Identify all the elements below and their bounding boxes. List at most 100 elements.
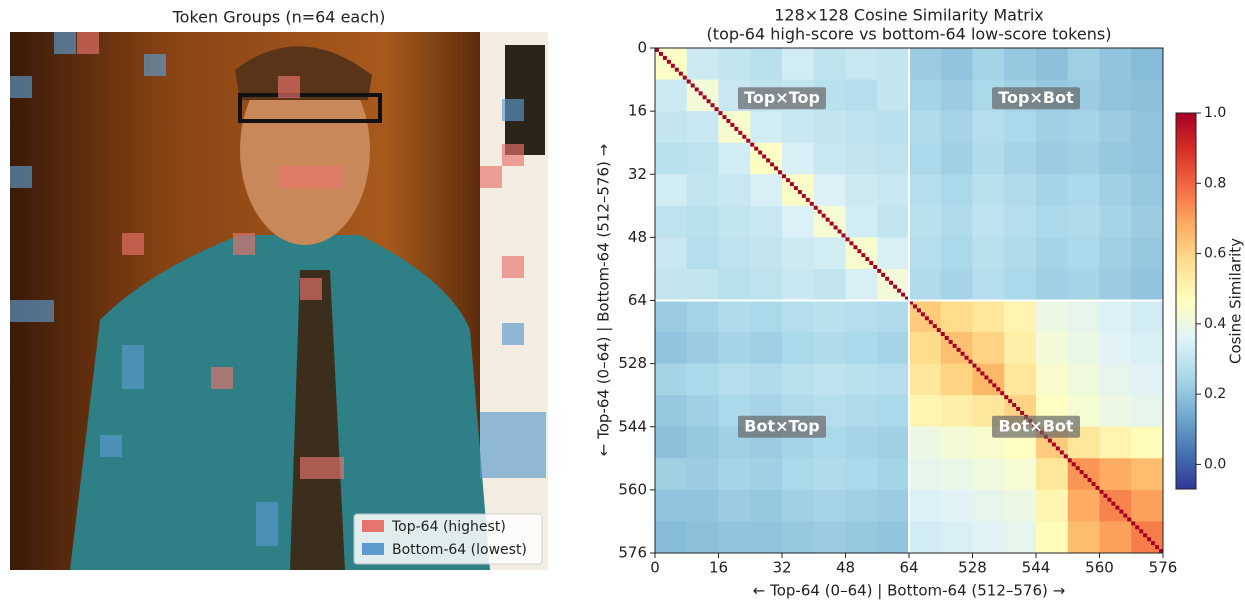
heatmap-cell — [655, 332, 687, 364]
diagonal-cell — [1052, 443, 1056, 447]
heatmap-cell — [877, 521, 909, 553]
diagonal-cell — [679, 72, 683, 76]
heatmap-cell — [941, 111, 973, 143]
heatmap-cell — [1100, 111, 1132, 143]
heatmap-cell — [877, 206, 909, 238]
diagonal-cell — [933, 324, 937, 328]
heatmap-cell — [814, 143, 846, 175]
y-tick-label: 48 — [628, 228, 647, 246]
diagonal-cell — [810, 202, 814, 206]
heatmap-cell — [909, 206, 941, 238]
x-tick-label: 0 — [650, 559, 660, 577]
diagonal-cell — [778, 170, 782, 174]
legend: Top-64 (highest) Bottom-64 (lowest) — [354, 514, 542, 564]
diagonal-cell — [1072, 462, 1076, 466]
page: Token Groups (n=64 each) Top-64 (highest… — [0, 0, 1245, 600]
heatmap-cell — [814, 332, 846, 364]
heatmap-cell — [846, 111, 878, 143]
heatmap-cell — [814, 48, 846, 80]
heatmap-cell — [655, 364, 687, 396]
x-tick-label: 64 — [899, 559, 918, 577]
diagonal-cell — [798, 190, 802, 194]
diagonal-cell — [814, 206, 818, 210]
diagonal-cell — [1088, 478, 1092, 482]
diagonal-cell — [846, 237, 850, 241]
heatmap-cell — [719, 332, 751, 364]
diagonal-cell — [703, 95, 707, 99]
heatmap-cell — [1036, 458, 1068, 490]
heatmap-cell — [750, 269, 782, 301]
diagonal-cell — [1111, 502, 1115, 506]
heatmap-cell — [1131, 364, 1163, 396]
colorbar-tick-label: 0.4 — [1204, 316, 1226, 332]
y-tick-label: 576 — [618, 544, 647, 562]
heatmap-cell — [782, 364, 814, 396]
diagonal-cell — [691, 84, 695, 88]
heatmap-cell — [687, 458, 719, 490]
heatmap-cell — [814, 364, 846, 396]
heatmap-cell — [1068, 111, 1100, 143]
heatmap-cell — [1004, 237, 1036, 269]
heatmap-cell — [750, 48, 782, 80]
heatmap-cell — [973, 269, 1005, 301]
heatmap-cell — [719, 206, 751, 238]
heatmap-cell — [877, 143, 909, 175]
heatmap-cell — [1131, 111, 1163, 143]
heatmap-cell — [719, 48, 751, 80]
diagonal-cell — [675, 68, 679, 72]
diagonal-cell — [1076, 466, 1080, 470]
diagonal-cell — [663, 56, 667, 60]
diagonal-cell — [1084, 474, 1088, 478]
diagonal-cell — [826, 218, 830, 222]
diagonal-cell — [738, 131, 742, 135]
heatmap-cell — [1004, 206, 1036, 238]
heatmap-cell — [941, 490, 973, 522]
heatmap-cell — [1068, 269, 1100, 301]
heatmap-cell — [909, 111, 941, 143]
heatmap-cell — [655, 206, 687, 238]
figure: Token Groups (n=64 each) Top-64 (highest… — [0, 0, 1245, 600]
heatmap-cell — [941, 174, 973, 206]
heatmap-cell — [782, 269, 814, 301]
heatmap-cell — [1036, 301, 1068, 333]
heatmap-cell — [782, 458, 814, 490]
heatmap-cell — [877, 332, 909, 364]
heatmap-cell — [1004, 301, 1036, 333]
heatmap-cell — [877, 490, 909, 522]
diagonal-cell — [1103, 494, 1107, 498]
heatmap-cell — [687, 395, 719, 427]
heatmap-cell — [687, 521, 719, 553]
heatmap-cell — [1131, 206, 1163, 238]
heatmap-cell — [750, 174, 782, 206]
diagonal-cell — [742, 135, 746, 139]
heatmap-cell — [909, 427, 941, 459]
heatmap-cell — [655, 458, 687, 490]
diagonal-cell — [945, 336, 949, 340]
heatmap-cell — [846, 332, 878, 364]
heatmap-cell — [1004, 490, 1036, 522]
diagonal-cell — [830, 222, 834, 226]
heatmap-cell — [687, 206, 719, 238]
heatmap-cell — [1100, 269, 1132, 301]
heatmap-cell — [1068, 332, 1100, 364]
x-axis-label: ← Top-64 (0–64) | Bottom-64 (512–576) → — [753, 582, 1065, 600]
diagonal-cell — [1096, 486, 1100, 490]
diagonal-cell — [802, 194, 806, 198]
heatmap-cell — [687, 269, 719, 301]
diagonal-cell — [822, 214, 826, 218]
heatmap-cell — [1131, 237, 1163, 269]
diagonal-cell — [754, 147, 758, 151]
heatmap-cell — [750, 490, 782, 522]
heatmap-cell — [1068, 521, 1100, 553]
heatmap-cell — [1068, 174, 1100, 206]
heatmap-cell — [719, 143, 751, 175]
legend-label: Top-64 (highest) — [391, 519, 506, 535]
heatmap-cell — [846, 427, 878, 459]
heatmap-cell — [877, 364, 909, 396]
heatmap-cell — [973, 490, 1005, 522]
diagonal-cell — [655, 48, 659, 52]
heatmap-cell — [814, 269, 846, 301]
diagonal-cell — [719, 111, 723, 115]
diagonal-cell — [925, 316, 929, 320]
heatmap-cell — [1131, 395, 1163, 427]
